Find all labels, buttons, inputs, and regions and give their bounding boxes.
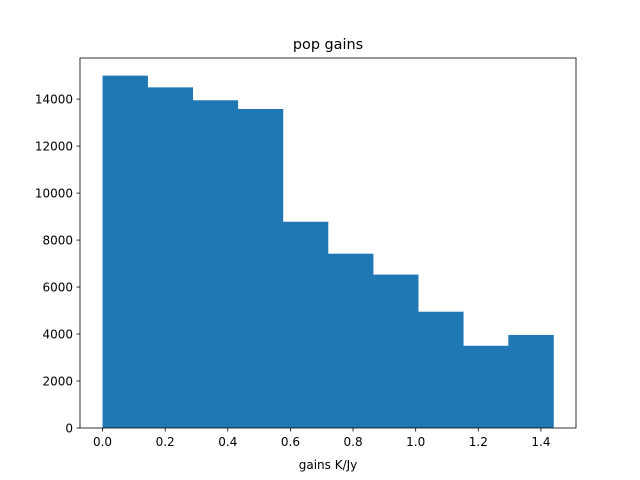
histogram-bar-5 xyxy=(282,221,329,428)
y-axis-ticks: 0 2000 4000 6000 8000 10000 12000 14000 xyxy=(35,93,80,436)
x-tick-label: 0.2 xyxy=(156,435,175,449)
x-axis-ticks: 0.0 0.2 0.4 0.6 0.8 1.0 1.2 1.4 xyxy=(93,428,550,449)
histogram-bar-8 xyxy=(418,311,464,428)
histogram-bar-7 xyxy=(373,274,419,428)
x-tick-label: 1.4 xyxy=(531,435,550,449)
y-tick-label: 10000 xyxy=(35,187,73,201)
histogram-bar-1 xyxy=(102,75,148,428)
y-tick-label: 8000 xyxy=(42,234,73,248)
histogram-bar-6 xyxy=(328,253,374,428)
x-tick-label: 0.0 xyxy=(93,435,112,449)
x-tick-label: 0.8 xyxy=(344,435,363,449)
histogram-bar-2 xyxy=(147,87,194,428)
y-tick-label: 0 xyxy=(65,422,73,436)
y-tick-label: 14000 xyxy=(35,93,73,107)
chart-title: pop gains xyxy=(293,37,363,53)
histogram-bar-3 xyxy=(192,100,239,429)
histogram-bar-10 xyxy=(508,334,554,428)
x-tick-label: 1.2 xyxy=(469,435,488,449)
x-tick-label: 0.4 xyxy=(218,435,237,449)
histogram-bar-4 xyxy=(237,108,284,428)
axes-frame xyxy=(79,57,577,429)
y-tick-label: 4000 xyxy=(42,328,73,342)
y-tick-label: 2000 xyxy=(42,375,73,389)
x-axis-label: gains K/Jy xyxy=(299,458,358,472)
histogram-bar-9 xyxy=(463,345,509,428)
bars-group xyxy=(102,75,554,429)
x-tick-label: 1.0 xyxy=(406,435,425,449)
y-tick-label: 12000 xyxy=(35,140,73,154)
x-tick-label: 0.6 xyxy=(281,435,300,449)
y-tick-label: 6000 xyxy=(42,281,73,295)
